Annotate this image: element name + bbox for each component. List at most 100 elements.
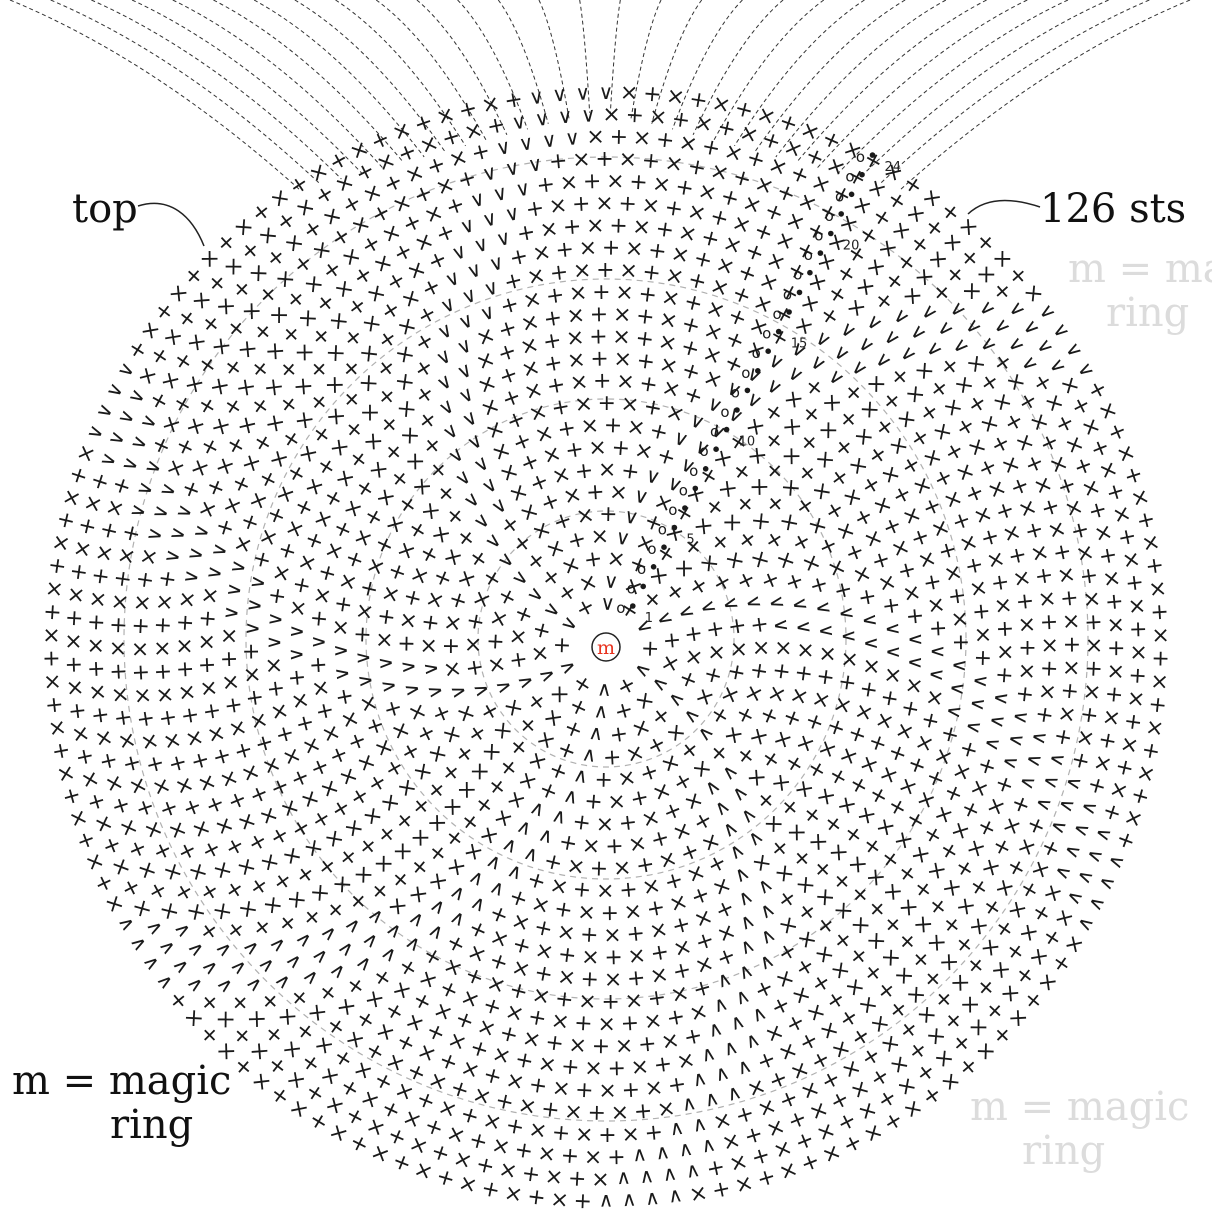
single-crochet-stitch: + <box>646 984 668 1011</box>
increase-stitch: ∨ <box>564 125 580 150</box>
single-crochet-stitch: + <box>132 708 160 730</box>
single-crochet-stitch: × <box>624 236 644 262</box>
increase-stitch: ∨ <box>725 839 750 867</box>
single-crochet-stitch: + <box>150 616 176 636</box>
increase-stitch: ∨ <box>881 621 906 637</box>
single-crochet-stitch: + <box>462 610 490 633</box>
increase-stitch: ∨ <box>146 501 173 522</box>
single-crochet-stitch: × <box>621 1121 641 1147</box>
single-crochet-stitch: × <box>1141 717 1168 739</box>
increase-stitch: ∨ <box>466 679 493 701</box>
single-crochet-stitch: + <box>943 585 970 607</box>
single-crochet-stitch: + <box>970 648 996 667</box>
increase-stitch: ∨ <box>549 804 569 831</box>
single-crochet-stitch: + <box>1036 612 1062 632</box>
single-crochet-stitch: + <box>1059 635 1084 654</box>
single-crochet-stitch: + <box>1131 509 1160 533</box>
single-crochet-stitch: × <box>479 91 502 119</box>
single-crochet-stitch: + <box>548 260 569 287</box>
chain-stitch: o <box>647 540 656 558</box>
single-crochet-stitch: + <box>745 660 773 682</box>
row-number: 24 <box>885 160 902 175</box>
single-crochet-stitch: × <box>1037 636 1062 655</box>
slip-stitch-dot <box>828 230 834 237</box>
single-crochet-stitch: × <box>970 625 996 644</box>
single-crochet-stitch: × <box>58 486 87 510</box>
slip-stitch-dot <box>859 171 865 178</box>
single-crochet-stitch: × <box>351 601 378 623</box>
increase-stitch: ∨ <box>526 151 544 177</box>
single-crochet-stitch: × <box>172 637 197 655</box>
slip-stitch-dot <box>650 564 657 570</box>
single-crochet-stitch: + <box>542 305 564 333</box>
increase-stitch: ∨ <box>769 616 795 633</box>
single-crochet-stitch: + <box>592 280 611 305</box>
yarn-line <box>858 0 1109 180</box>
increase-stitch: ∨ <box>695 596 723 618</box>
single-crochet-stitch: + <box>575 1077 595 1103</box>
single-crochet-stitch: × <box>1123 596 1149 616</box>
increase-stitch: ∨ <box>486 249 507 276</box>
single-crochet-stitch: × <box>266 700 294 723</box>
single-crochet-stitch: × <box>981 548 1009 571</box>
guide-circle <box>477 510 735 768</box>
single-crochet-stitch: × <box>62 678 88 698</box>
single-crochet-stitch: × <box>1078 589 1105 610</box>
single-crochet-stitch: × <box>395 610 422 632</box>
single-crochet-stitch: + <box>548 148 569 175</box>
single-crochet-stitch: × <box>568 280 588 306</box>
single-crochet-stitch: × <box>439 658 466 680</box>
single-crochet-stitch: × <box>598 458 617 483</box>
single-crochet-stitch: × <box>607 788 627 814</box>
chain-stitch: o <box>658 521 667 539</box>
single-crochet-stitch: + <box>626 965 647 992</box>
single-crochet-stitch: + <box>896 697 924 720</box>
chain-stitch: o <box>835 187 844 205</box>
increase-stitch: ∨ <box>860 636 884 651</box>
single-crochet-stitch: + <box>641 260 662 287</box>
increase-stitch: ∨ <box>904 632 928 647</box>
single-crochet-stitch: × <box>836 650 862 670</box>
single-crochet-stitch: × <box>531 239 553 267</box>
single-crochet-stitch: + <box>505 649 532 671</box>
yarn-line <box>837 0 1069 174</box>
yarn-line <box>692 0 784 136</box>
single-crochet-stitch: + <box>355 577 384 601</box>
slip-stitch-dot <box>765 348 771 355</box>
single-crochet-stitch: × <box>922 595 949 616</box>
single-crochet-stitch: + <box>545 372 568 400</box>
legend-line-2: ring <box>110 1102 193 1148</box>
single-crochet-stitch: + <box>853 586 881 609</box>
single-crochet-stitch: × <box>1131 762 1160 786</box>
single-crochet-stitch: + <box>583 169 602 195</box>
single-crochet-stitch: + <box>580 966 600 992</box>
single-crochet-stitch: × <box>630 1054 650 1080</box>
single-crochet-stitch: + <box>1101 592 1128 613</box>
single-crochet-stitch: + <box>599 502 618 527</box>
single-crochet-stitch: × <box>181 726 209 749</box>
guide-circles <box>123 156 1089 1122</box>
single-crochet-stitch: + <box>507 243 530 271</box>
single-crochet-stitch: + <box>1003 544 1031 567</box>
increase-stitch: ∨ <box>622 503 641 529</box>
single-crochet-stitch: × <box>964 578 992 600</box>
chain-stitch: o <box>773 305 782 323</box>
single-crochet-stitch: + <box>595 147 614 172</box>
single-crochet-stitch: × <box>239 665 265 685</box>
slip-stitch-dot <box>630 603 636 609</box>
increase-stitch: ∨ <box>1022 750 1049 770</box>
ghost-legend-bottom-2: ring <box>1022 1128 1105 1174</box>
single-crochet-stitch: × <box>591 1167 610 1192</box>
increase-stitch: ∨ <box>452 356 476 384</box>
yarn-line <box>375 0 487 141</box>
chain-stitch: o <box>825 207 834 225</box>
increase-stitch: ∨ <box>961 717 988 736</box>
single-crochet-stitch: + <box>598 1122 617 1147</box>
single-crochet-stitch: + <box>1146 602 1172 622</box>
increase-stitch: ∨ <box>177 567 203 585</box>
single-crochet-stitch: + <box>601 989 620 1014</box>
increase-stitch: ∨ <box>241 597 267 614</box>
increase-stitch: ∨ <box>710 993 731 1020</box>
single-crochet-stitch: + <box>647 238 669 265</box>
